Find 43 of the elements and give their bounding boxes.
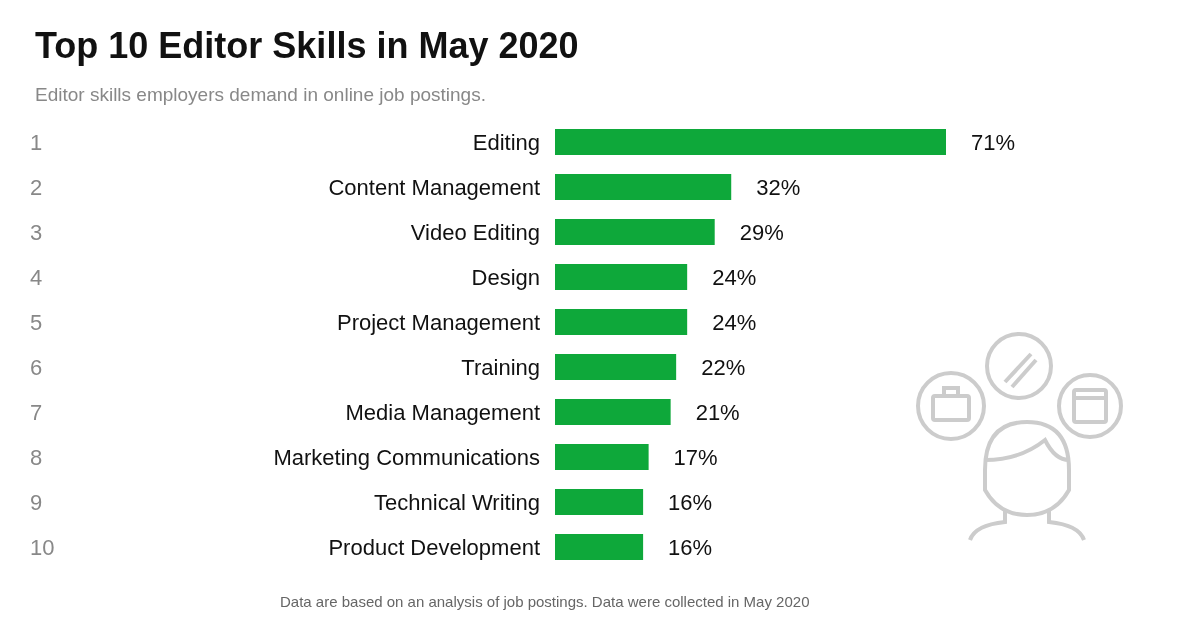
data-label: 17% <box>673 444 718 470</box>
bar <box>555 489 644 515</box>
text: Data are based on an analysis of job postings. Data were collected in May 2020 <box>280 593 810 610</box>
text: 10 <box>30 534 55 560</box>
bar <box>555 399 671 425</box>
bar <box>555 309 688 335</box>
y-tick-label: Product Development <box>328 534 540 560</box>
data-label: 71% <box>971 129 1016 155</box>
data-label: 22% <box>701 354 746 380</box>
bar <box>555 354 677 380</box>
text: 4 <box>30 264 43 290</box>
bar <box>555 444 649 470</box>
data-label: 24% <box>712 309 757 335</box>
y-tick-label: Editing <box>472 129 540 155</box>
y-tick-label: Marketing Communications <box>273 444 540 470</box>
bar <box>555 174 732 200</box>
text: 1 <box>30 129 43 155</box>
chart-title: Top 10 Editor Skills in May 2020 <box>35 24 579 66</box>
y-tick-label: Content Management <box>328 174 540 200</box>
bar <box>555 129 946 155</box>
bar <box>555 264 688 290</box>
text: 6 <box>30 354 43 380</box>
text: 7 <box>30 399 43 425</box>
text: Editor skills employers demand in online job postings. <box>35 84 486 105</box>
text: 8 <box>30 444 43 470</box>
y-tick-label: Design <box>471 264 540 290</box>
y-tick-label: Project Management <box>337 309 540 335</box>
data-label: 29% <box>739 219 784 245</box>
y-tick-label: Video Editing <box>410 219 540 245</box>
y-tick-label: Training <box>461 354 540 380</box>
data-label: 21% <box>695 399 740 425</box>
data-label: 32% <box>756 174 801 200</box>
y-tick-label: Media Management <box>345 399 540 425</box>
y-tick-label: Technical Writing <box>374 489 540 515</box>
bar <box>555 534 644 560</box>
data-label: 24% <box>712 264 757 290</box>
text: 5 <box>30 309 43 335</box>
text: 3 <box>30 219 43 245</box>
text: 9 <box>30 489 43 515</box>
data-label: 16% <box>668 534 713 560</box>
bar <box>555 219 715 245</box>
data-label: 16% <box>668 489 713 515</box>
text: 2 <box>30 174 43 200</box>
